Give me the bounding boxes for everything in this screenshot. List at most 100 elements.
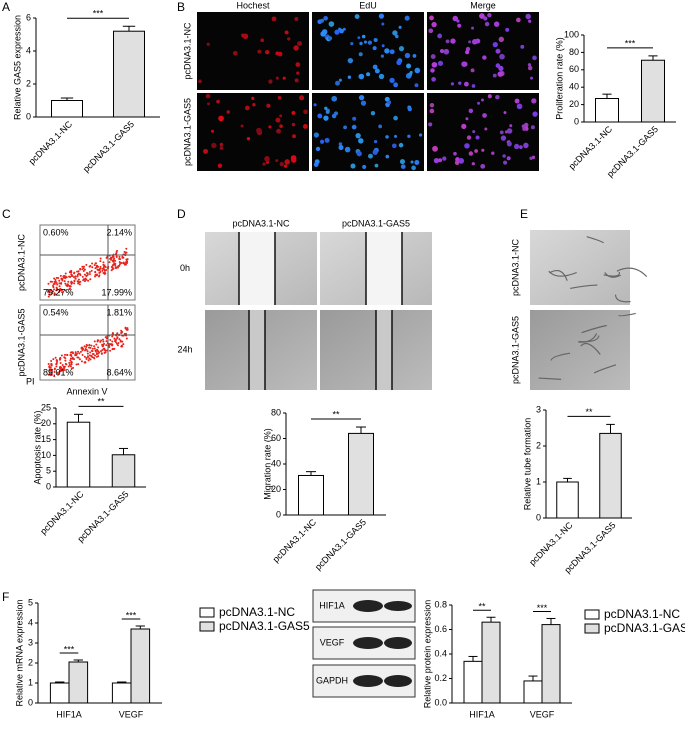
- cell: [211, 142, 217, 149]
- event: [89, 278, 92, 281]
- event: [122, 343, 125, 346]
- event: [77, 270, 80, 273]
- event: [110, 256, 113, 259]
- event: [108, 344, 111, 347]
- event: [60, 354, 63, 357]
- cell: [279, 114, 283, 118]
- event: [112, 260, 115, 263]
- cell: [303, 109, 308, 115]
- event: [118, 255, 121, 258]
- event: [88, 354, 91, 357]
- tube: [593, 364, 617, 374]
- tube: [603, 271, 621, 277]
- cell: [317, 113, 323, 119]
- cell: [461, 61, 467, 67]
- cell: [323, 115, 329, 121]
- y-tick-label: 4: [28, 617, 33, 627]
- event: [105, 256, 108, 259]
- event: [95, 266, 98, 269]
- cell: [392, 30, 398, 36]
- cell: [522, 127, 527, 131]
- column-label: Hochest: [236, 0, 270, 10]
- cell: [400, 164, 406, 170]
- cell: [482, 113, 487, 118]
- event: [86, 350, 89, 353]
- event: [52, 286, 55, 289]
- cell: [266, 160, 269, 164]
- event: [89, 346, 92, 349]
- event: [111, 348, 114, 351]
- event: [79, 273, 82, 276]
- event: [63, 280, 66, 283]
- event: [52, 283, 55, 286]
- cell: [503, 160, 508, 165]
- bar: [523, 680, 543, 704]
- event: [90, 355, 93, 358]
- event: [113, 337, 116, 340]
- cell: [500, 135, 507, 141]
- y-tick-label: 80: [569, 47, 579, 57]
- cell: [495, 48, 501, 54]
- event: [49, 289, 52, 292]
- cell: [296, 71, 300, 75]
- cell: [380, 54, 385, 58]
- cell: [252, 103, 256, 107]
- event: [99, 260, 102, 263]
- event: [85, 346, 88, 349]
- event: [72, 366, 75, 369]
- event: [98, 274, 101, 277]
- y-tick-label: 0.6: [434, 624, 447, 634]
- cell: [361, 34, 366, 39]
- event: [73, 279, 76, 282]
- bar: [111, 682, 132, 704]
- cell: [506, 141, 512, 147]
- event: [78, 358, 81, 361]
- quadrant-percent: 8.64%: [106, 367, 132, 377]
- event: [111, 268, 114, 271]
- quadrant-percent: 0.54%: [43, 307, 69, 317]
- event: [105, 268, 108, 271]
- bar: [599, 432, 622, 519]
- event: [108, 261, 111, 264]
- y-tick-label: 2: [28, 657, 33, 667]
- cell: [409, 70, 413, 74]
- event: [53, 292, 56, 295]
- bar: [66, 421, 91, 488]
- cell: [327, 36, 333, 41]
- y-tick-label: 2: [26, 78, 31, 88]
- event: [120, 329, 123, 332]
- event: [82, 270, 85, 273]
- cell: [262, 162, 266, 166]
- y-axis-label: Relative tube formation: [522, 418, 532, 511]
- y-tick-label: 0.2: [434, 673, 447, 683]
- event: [77, 350, 80, 353]
- y-tick-label: 5: [28, 597, 33, 607]
- event: [72, 276, 75, 279]
- event: [58, 282, 61, 285]
- cell: [509, 124, 513, 128]
- event: [63, 368, 66, 371]
- row-label: pcDNA3.1-NC: [510, 238, 520, 296]
- cell: [378, 124, 383, 129]
- event: [88, 270, 91, 273]
- cell: [482, 55, 487, 60]
- event: [102, 266, 105, 269]
- event: [93, 345, 96, 348]
- event: [81, 275, 84, 278]
- y-axis-label: Relative protein expression: [422, 600, 432, 709]
- y-tick-label: 5: [46, 466, 51, 476]
- event: [47, 290, 50, 293]
- cell: [450, 82, 454, 86]
- event: [57, 276, 60, 279]
- y-tick-label: 0: [46, 481, 51, 491]
- cell: [506, 156, 511, 161]
- event: [97, 355, 100, 358]
- event: [50, 360, 53, 363]
- cell: [464, 81, 469, 87]
- event: [117, 265, 120, 268]
- event: [61, 279, 64, 282]
- event: [105, 337, 108, 340]
- cell: [372, 64, 378, 70]
- panel-label: F: [2, 590, 9, 604]
- event: [93, 340, 96, 343]
